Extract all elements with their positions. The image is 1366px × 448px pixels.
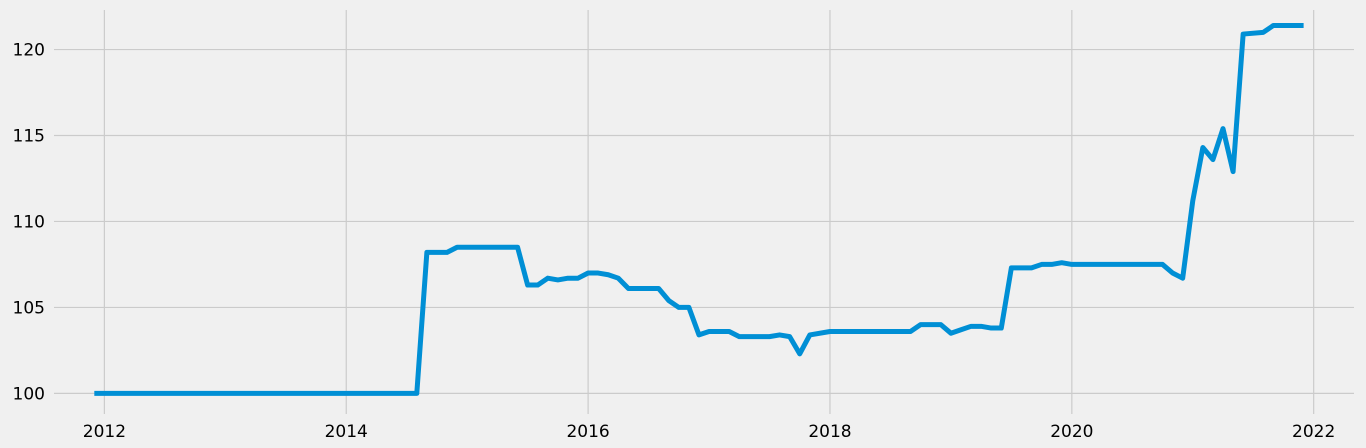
y-tick-label: 115: [13, 126, 45, 146]
x-tick-label: 2022: [1292, 422, 1335, 442]
y-tick-label: 120: [13, 41, 45, 61]
x-tick-label: 2014: [325, 422, 368, 442]
line-layer: [94, 22, 1304, 396]
x-tick-label: 2012: [83, 422, 126, 442]
tick-label-layer: 2012 2014 2016 2018 2020 2022 100 105 110 115 120: [13, 41, 1336, 442]
x-tick-label: 2018: [808, 422, 851, 442]
x-tick-label: 2016: [566, 422, 609, 442]
y-tick-label: 105: [13, 298, 45, 318]
y-tick-label: 110: [13, 212, 45, 232]
x-tick-label: 2020: [1050, 422, 1093, 442]
y-tick-label: 100: [13, 384, 45, 404]
